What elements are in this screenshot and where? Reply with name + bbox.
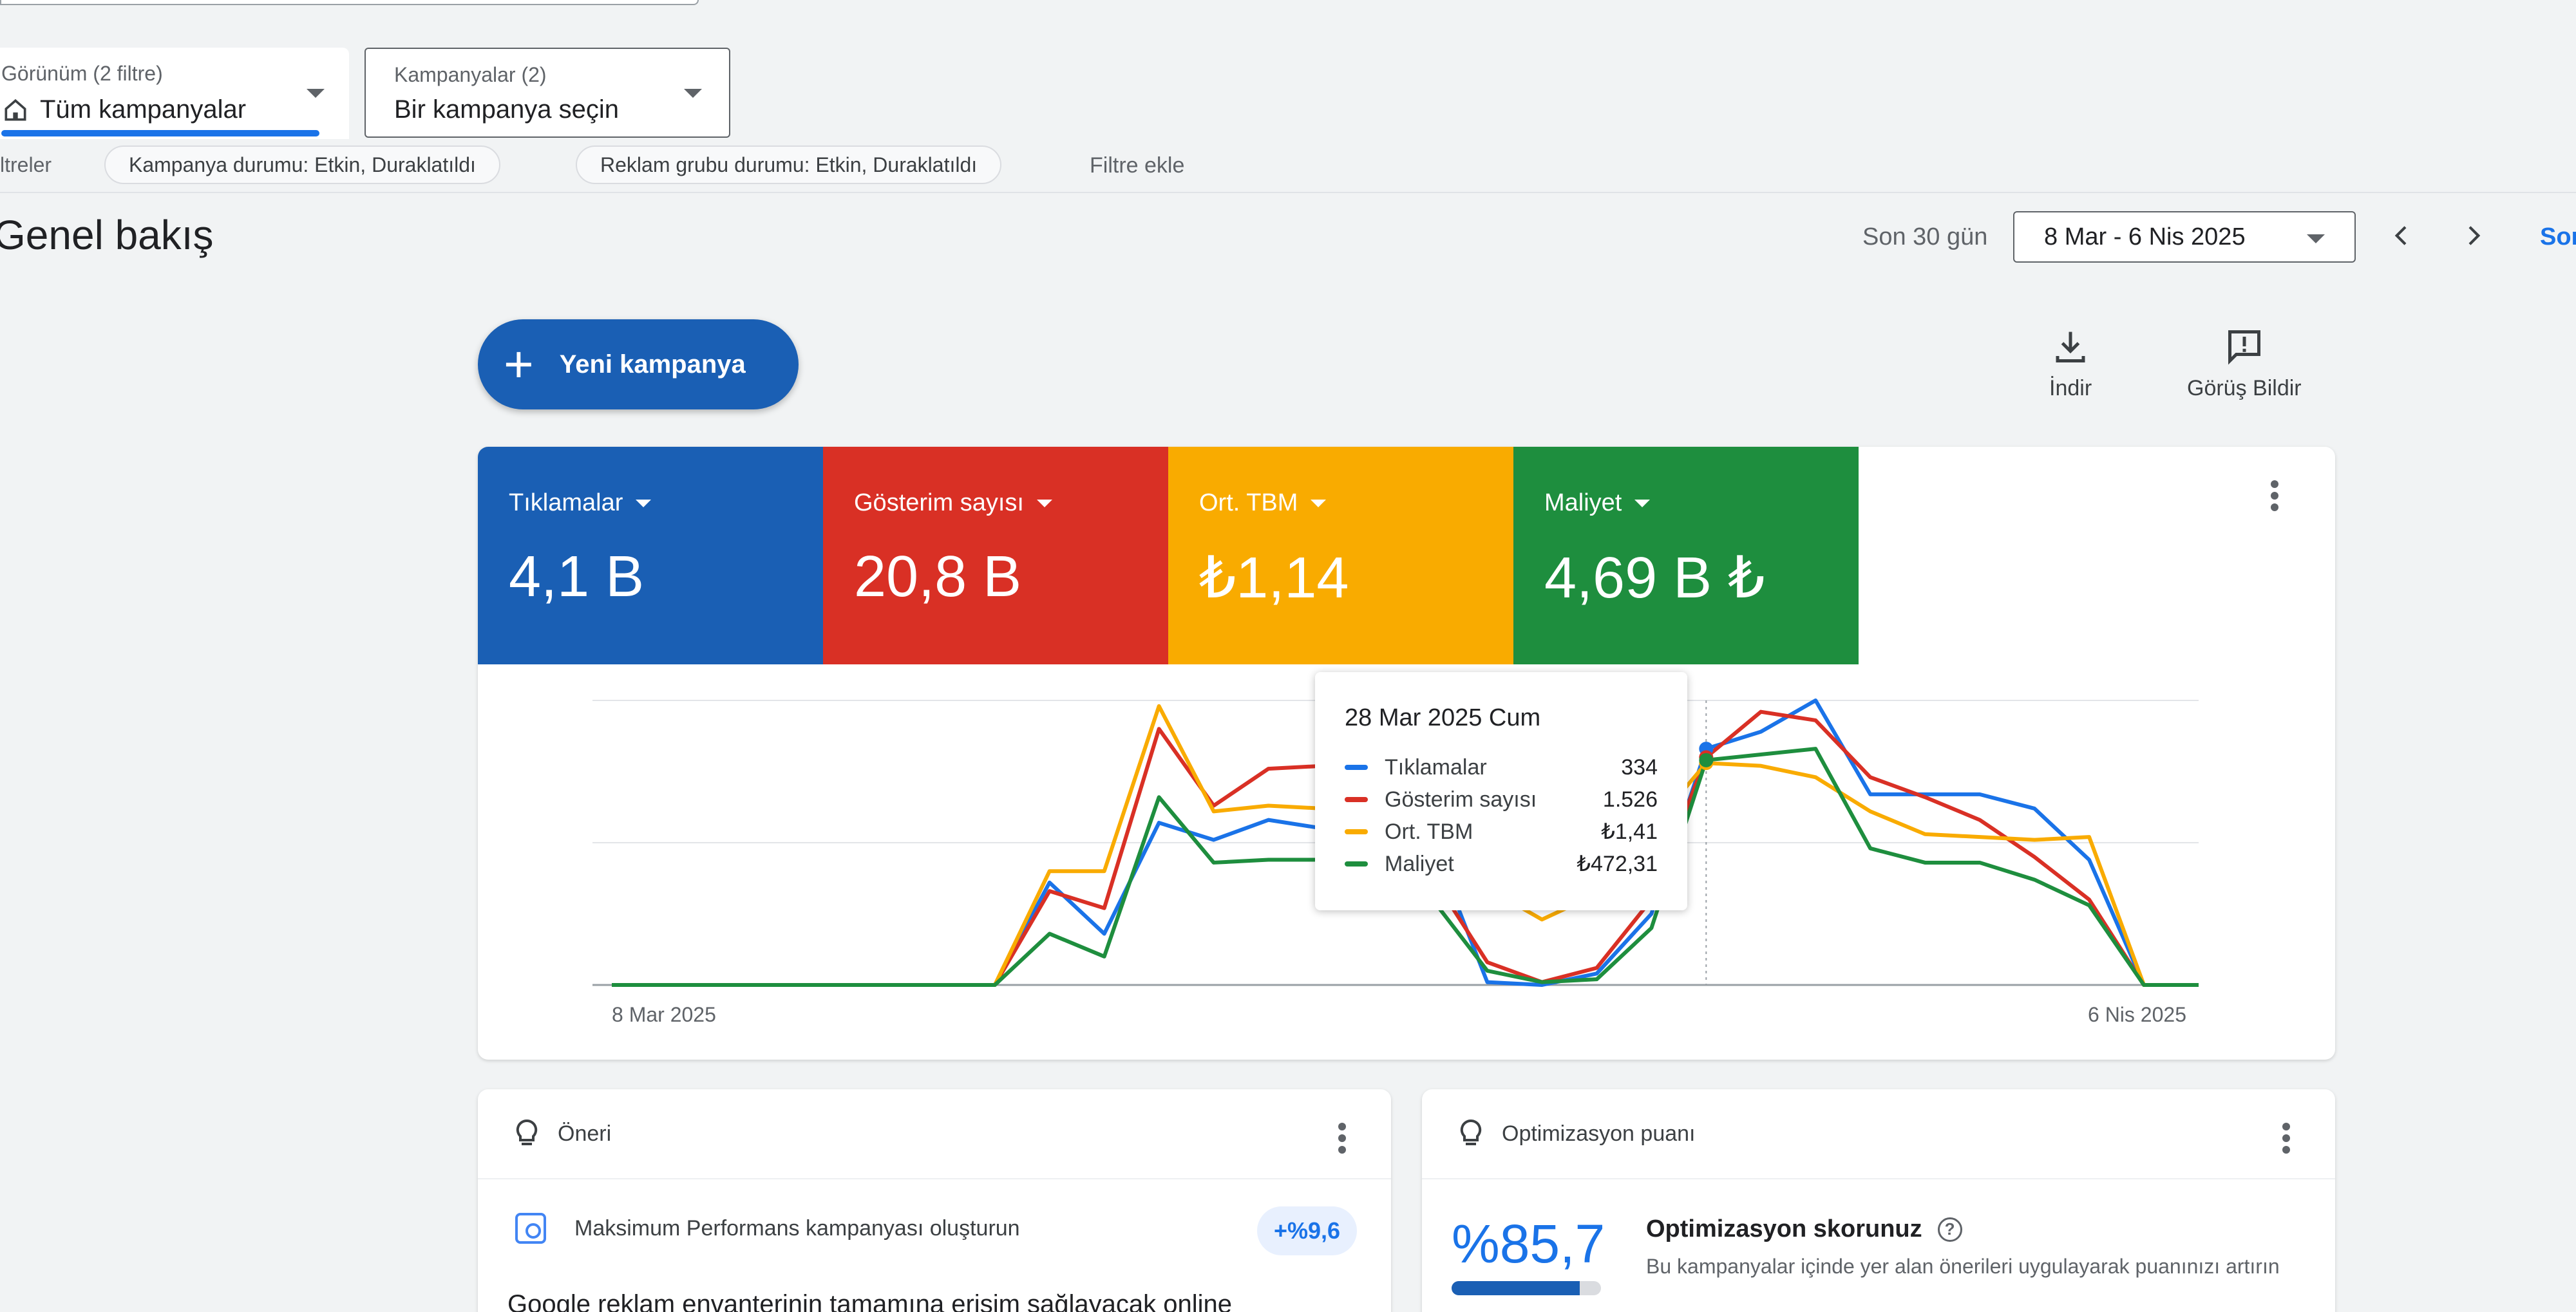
tooltip-series-value: ₺472,31 bbox=[1577, 852, 1658, 876]
tooltip-row: Ort. TBM ₺1,41 bbox=[1345, 816, 1658, 848]
campaign-selector[interactable]: Kampanyalar (2) Bir kampanya seçin bbox=[365, 48, 730, 138]
series-swatch bbox=[1345, 829, 1368, 834]
filters-label: ltreler bbox=[0, 153, 52, 176]
tooltip-row: Gösterim sayısı 1.526 bbox=[1345, 783, 1658, 816]
prev-period-button[interactable] bbox=[2383, 216, 2421, 255]
date-range-value: 8 Mar - 6 Nis 2025 bbox=[2044, 223, 2246, 250]
chevron-right-icon bbox=[2468, 226, 2481, 245]
metric-value: 4,1 B bbox=[509, 545, 645, 609]
series-swatch bbox=[1345, 797, 1368, 802]
tooltip-series-value: 334 bbox=[1621, 754, 1658, 780]
metric-tile-cost[interactable]: Maliyet 4,69 B ₺ bbox=[1513, 447, 1859, 664]
add-filter-link[interactable]: Filtre ekle bbox=[1090, 153, 1185, 178]
view-selector[interactable]: Görünüm (2 filtre) Tüm kampanyalar bbox=[0, 48, 349, 139]
home-icon bbox=[5, 98, 26, 120]
metric-label: Tıklamalar bbox=[509, 489, 623, 516]
feedback-icon bbox=[2228, 330, 2260, 365]
tooltip-series-name: Ort. TBM bbox=[1385, 819, 1473, 844]
view-selector-value: Tüm kampanyalar bbox=[40, 95, 247, 124]
metric-tile-impressions[interactable]: Gösterim sayısı 20,8 B bbox=[823, 447, 1168, 664]
download-button[interactable]: İndir bbox=[2049, 327, 2092, 401]
new-campaign-button[interactable]: + Yeni kampanya bbox=[478, 319, 799, 409]
metric-value: 20,8 B bbox=[854, 545, 1022, 609]
optimization-score-bar bbox=[1452, 1281, 1601, 1295]
recommendation-card: Öneri bbox=[478, 1089, 1391, 1312]
download-icon bbox=[2056, 332, 2085, 362]
view-selector-caption: Görünüm (2 filtre) bbox=[1, 62, 163, 85]
tooltip-series-name: Tıklamalar bbox=[1385, 754, 1487, 780]
date-range-picker[interactable]: 8 Mar - 6 Nis 2025 bbox=[2013, 211, 2356, 263]
divider bbox=[478, 1178, 1391, 1179]
tooltip-series-name: Maliyet bbox=[1385, 851, 1454, 876]
metric-label: Maliyet bbox=[1544, 489, 1622, 516]
optimization-heading: Optimizasyon skorunuz ? bbox=[1646, 1215, 1962, 1243]
optimization-score: %85,7 bbox=[1452, 1214, 1605, 1274]
caret-down-icon bbox=[1634, 499, 1651, 507]
campaign-selector-caption: Kampanyalar (2) bbox=[394, 63, 547, 86]
optimization-score-bar-fill bbox=[1452, 1281, 1580, 1295]
metric-tile-avg-cpc[interactable]: Ort. TBM ₺1,14 bbox=[1168, 447, 1513, 664]
metric-value: 4,69 B ₺ bbox=[1544, 546, 1765, 610]
metric-tile-clicks[interactable]: Tıklamalar 4,1 B bbox=[478, 447, 823, 664]
metric-value: ₺1,14 bbox=[1199, 546, 1349, 610]
filter-chip-campaign-status[interactable]: Kampanya durumu: Etkin, Duraklatıldı bbox=[104, 145, 500, 184]
caret-down-icon bbox=[1311, 499, 1327, 507]
tooltip-row: Tıklamalar 334 bbox=[1345, 751, 1658, 783]
recommendation-description: Google reklam envanterinin tamamına eriş… bbox=[507, 1290, 1232, 1312]
plus-icon: + bbox=[504, 335, 534, 393]
caret-down-icon bbox=[636, 499, 652, 507]
chevron-left-icon bbox=[2394, 226, 2407, 245]
series-swatch bbox=[1345, 861, 1368, 867]
optimization-card: Optimizasyon puanı bbox=[1422, 1089, 2335, 1312]
tooltip-series-value: 1.526 bbox=[1602, 787, 1658, 812]
tooltip-row: Maliyet ₺472,31 bbox=[1345, 848, 1658, 880]
compare-link[interactable]: Son bbox=[2540, 223, 2576, 250]
download-label: İndir bbox=[2049, 376, 2092, 400]
caret-down-icon bbox=[1036, 499, 1052, 507]
metric-label: Gösterim sayısı bbox=[854, 489, 1024, 516]
page-title: Genel bakış bbox=[0, 212, 214, 258]
pmax-campaign-icon bbox=[515, 1213, 546, 1244]
metric-label: Ort. TBM bbox=[1199, 489, 1298, 516]
lightbulb-icon bbox=[1460, 1119, 1482, 1145]
chevron-down-icon bbox=[684, 89, 702, 98]
x-axis-start-label: 8 Mar 2025 bbox=[612, 1003, 716, 1026]
optimization-description: Bu kampanyalar içinde yer alan önerileri… bbox=[1646, 1255, 2280, 1278]
optimization-title: Optimizasyon puanı bbox=[1502, 1121, 1696, 1146]
x-axis-end-label: 6 Nis 2025 bbox=[2088, 1003, 2186, 1026]
chevron-down-icon bbox=[307, 89, 325, 98]
divider bbox=[1422, 1178, 2335, 1179]
new-campaign-label: Yeni kampanya bbox=[559, 350, 746, 379]
tooltip-series-name: Gösterim sayısı bbox=[1385, 787, 1537, 812]
filter-chip-adgroup-status[interactable]: Reklam grubu durumu: Etkin, Duraklatıldı bbox=[576, 145, 1002, 184]
more-vert-icon[interactable] bbox=[1329, 1119, 1355, 1157]
recommendation-item[interactable]: Maksimum Performans kampanyası oluşturun bbox=[515, 1213, 1020, 1244]
top-bar-remnant bbox=[0, 0, 699, 5]
date-range-label: Son 30 gün bbox=[1862, 223, 1988, 250]
divider bbox=[0, 192, 2576, 193]
campaign-selector-value: Bir kampanya seçin bbox=[394, 95, 620, 124]
feedback-button[interactable]: Görüş Bildir bbox=[2187, 327, 2302, 401]
chart-tooltip: 28 Mar 2025 Cum Tıklamalar 334 Gösterim … bbox=[1315, 672, 1687, 910]
next-period-button[interactable] bbox=[2454, 216, 2492, 255]
uplift-badge: +%9,6 bbox=[1257, 1206, 1358, 1255]
more-vert-icon[interactable] bbox=[2273, 1119, 2299, 1157]
more-vert-icon[interactable] bbox=[2262, 476, 2287, 515]
recommendation-title: Öneri bbox=[558, 1121, 612, 1146]
recommendation-header: Öneri bbox=[478, 1089, 1391, 1178]
tooltip-title: 28 Mar 2025 Cum bbox=[1345, 704, 1541, 731]
lightbulb-icon bbox=[516, 1119, 538, 1145]
chevron-down-icon bbox=[2307, 234, 2325, 243]
view-selector-underline bbox=[1, 130, 319, 136]
hover-point-3 bbox=[1699, 753, 1714, 767]
recommendation-item-label: Maksimum Performans kampanyası oluşturun bbox=[574, 1215, 1020, 1241]
optimization-header: Optimizasyon puanı bbox=[1422, 1089, 2335, 1178]
tooltip-series-value: ₺1,41 bbox=[1601, 820, 1658, 844]
optimization-heading-text: Optimizasyon skorunuz bbox=[1646, 1215, 1922, 1242]
series-swatch bbox=[1345, 765, 1368, 770]
feedback-label: Görüş Bildir bbox=[2187, 376, 2302, 400]
help-icon[interactable]: ? bbox=[1937, 1217, 1962, 1242]
